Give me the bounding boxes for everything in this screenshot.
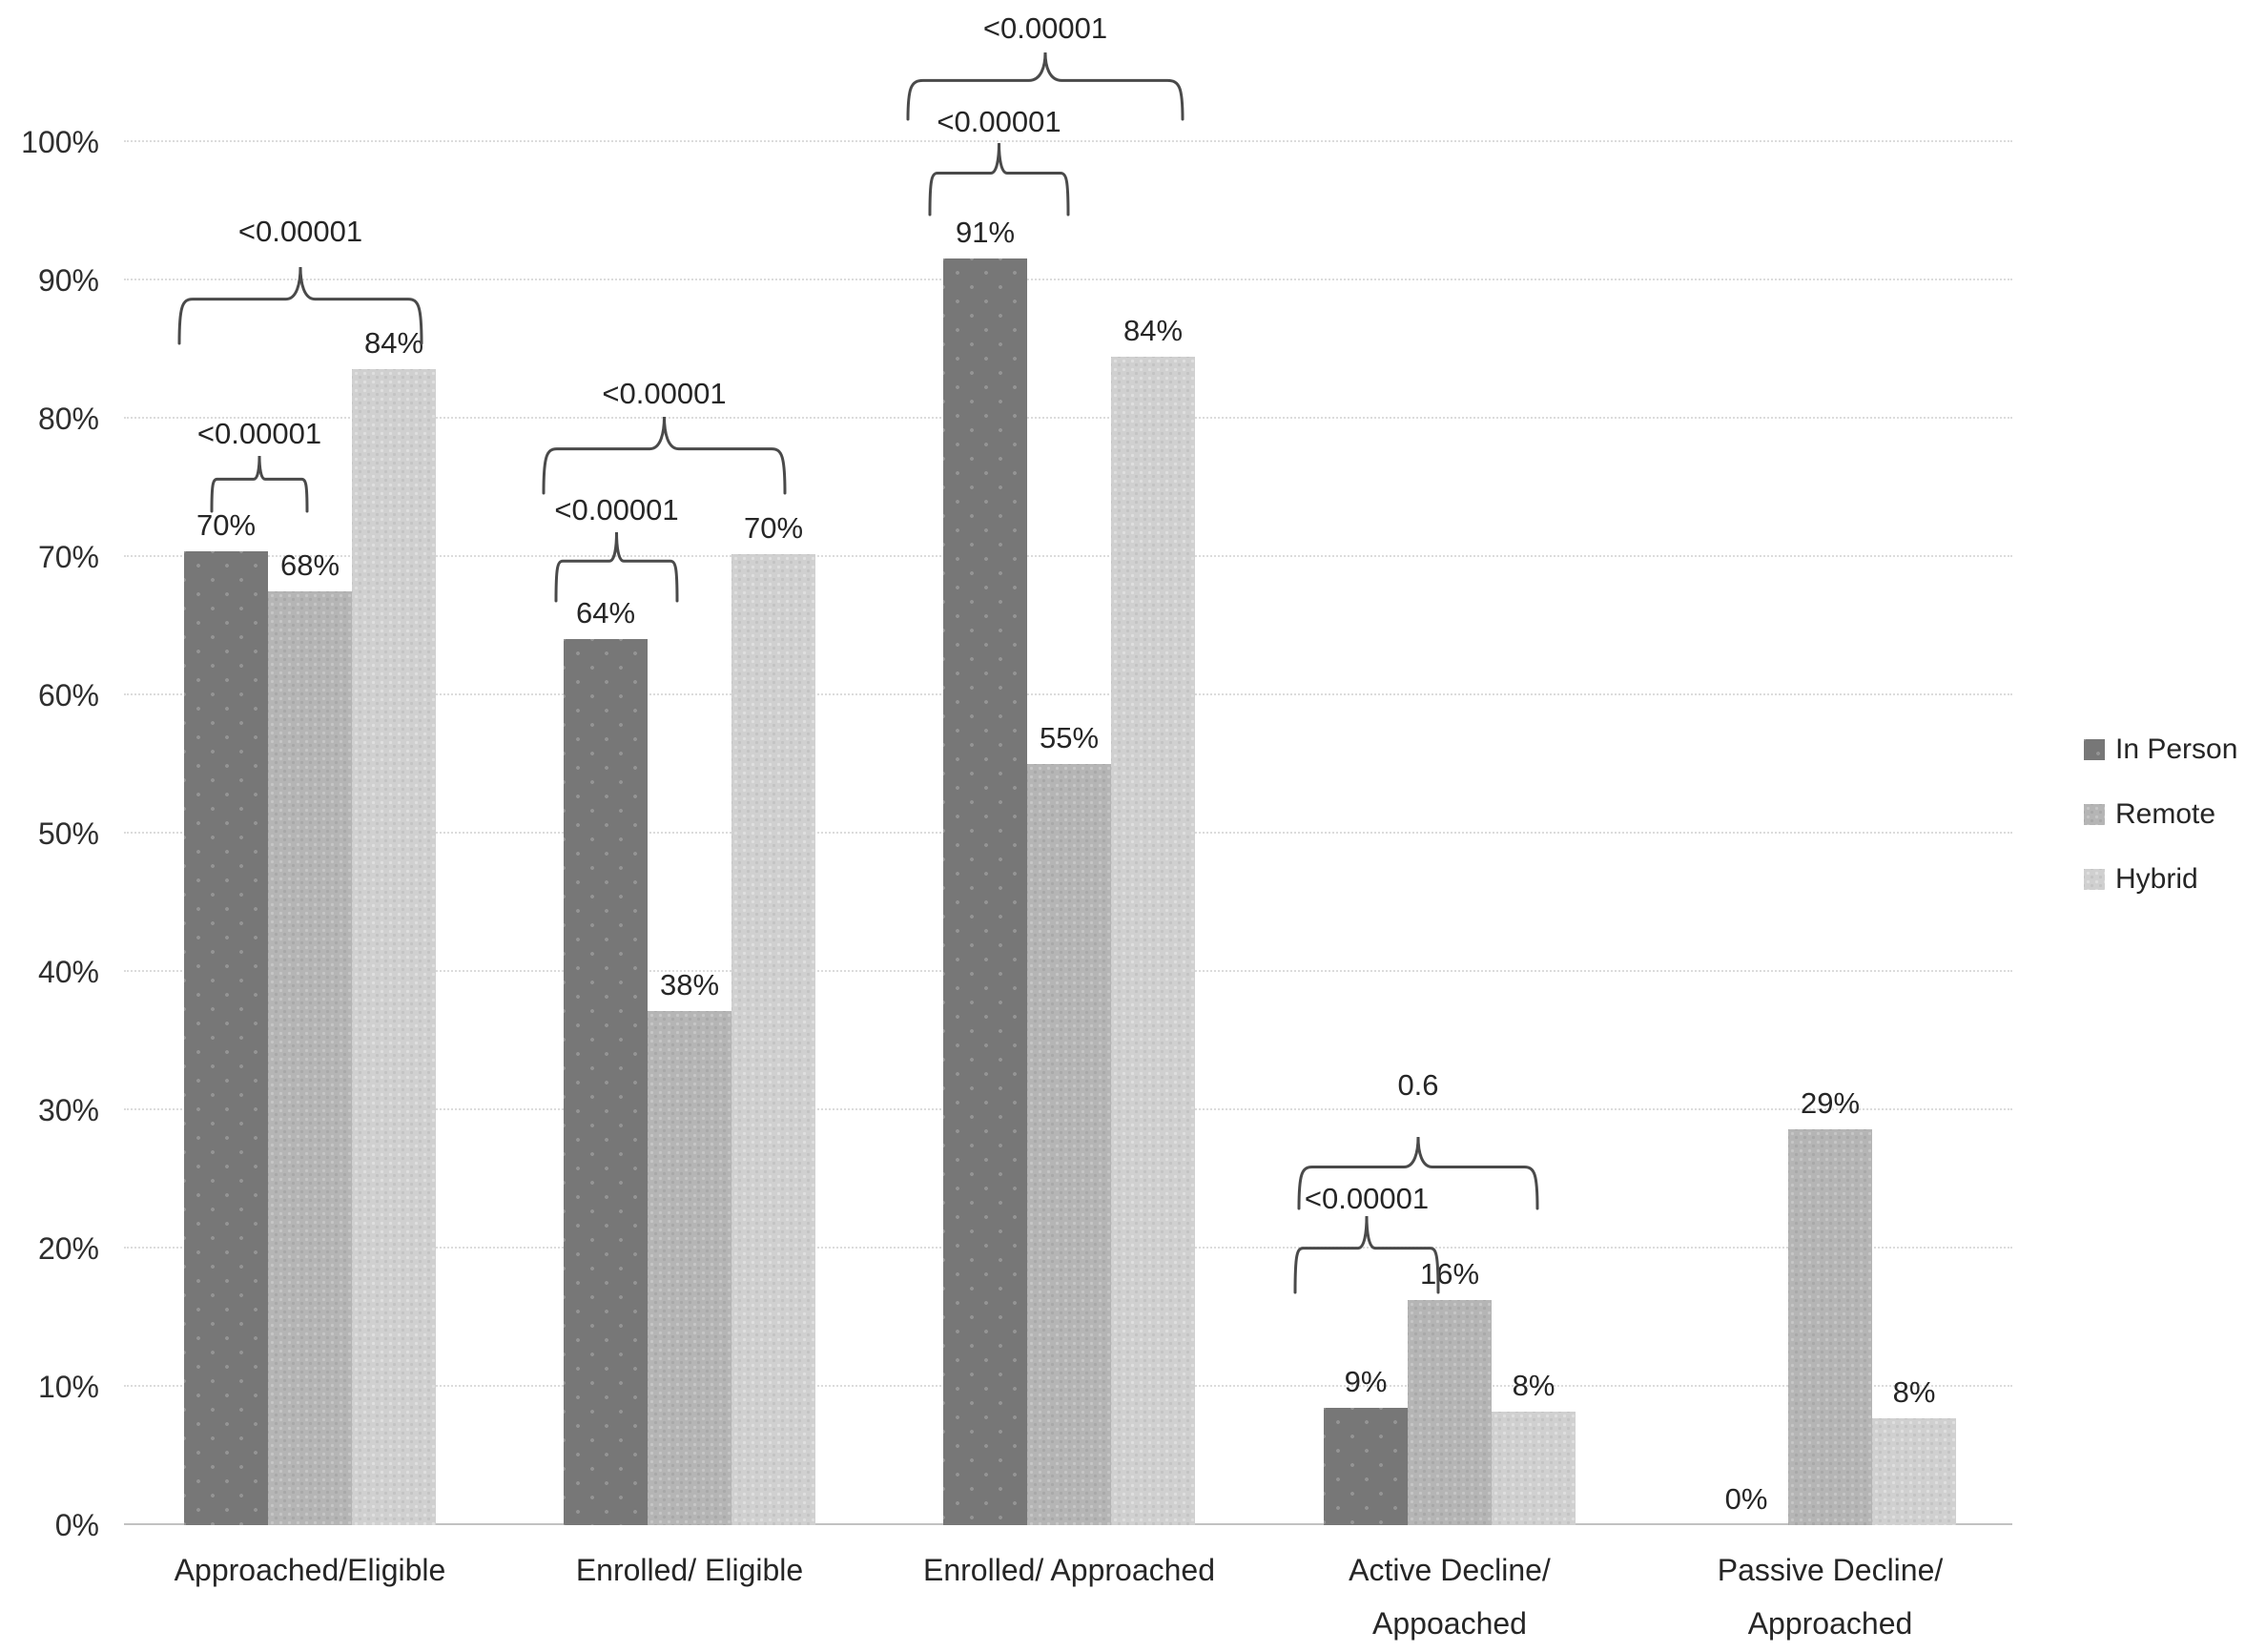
bar (731, 554, 815, 1525)
bar (352, 369, 436, 1525)
significance-brace (542, 416, 787, 495)
legend: In Person Remote Hybrid (2084, 733, 2238, 895)
bar-value-label: 55% (1039, 721, 1100, 754)
y-axis-tick-label: 30% (37, 1093, 99, 1127)
gridline (124, 417, 2012, 419)
significance-brace (210, 455, 309, 513)
bar-value-label: 16% (1419, 1257, 1480, 1291)
significance-brace (1297, 1136, 1539, 1210)
p-value-label: <0.00001 (237, 215, 363, 248)
bar (1788, 1129, 1872, 1525)
legend-item: In Person (2084, 733, 2238, 765)
y-axis-tick-label: 10% (37, 1370, 99, 1404)
legend-label: Hybrid (2115, 862, 2198, 895)
p-value-label: <0.00001 (602, 377, 727, 410)
y-axis-tick-label: 80% (37, 402, 99, 436)
p-value-label: <0.00001 (196, 417, 322, 450)
bar (268, 591, 352, 1525)
bar-value-label: 64% (575, 596, 636, 630)
y-axis-tick-label: 40% (37, 955, 99, 989)
bar-value-label: 70% (196, 508, 257, 542)
legend-item: Hybrid (2084, 862, 2237, 895)
p-value-label: <0.00001 (982, 11, 1108, 45)
significance-brace (554, 531, 679, 603)
bar (1324, 1408, 1408, 1525)
x-axis-category-label: Passive Decline/ Approached (1717, 1553, 1944, 1641)
bar (648, 1011, 731, 1525)
y-axis-tick-label: 90% (37, 263, 99, 298)
p-value-label: <0.00001 (937, 105, 1061, 138)
x-axis-category-label: Enrolled/ Eligible (575, 1553, 804, 1587)
bar-value-label: 8% (1512, 1369, 1555, 1402)
bar (943, 258, 1027, 1525)
gridline (124, 140, 2012, 142)
gridline (124, 693, 2012, 695)
x-axis-category-label: Enrolled/ Approached (923, 1553, 1215, 1587)
y-axis-tick-label: 60% (37, 678, 99, 712)
y-axis-tick-label: 0% (54, 1508, 99, 1542)
y-axis-tick-label: 100% (21, 125, 99, 159)
legend-swatch (2084, 738, 2105, 760)
legend-label: Remote (2115, 797, 2216, 830)
gridline (124, 555, 2012, 557)
y-axis-tick-label: 70% (37, 540, 99, 574)
bar (1872, 1418, 1956, 1525)
y-axis-tick-label: 50% (37, 816, 99, 851)
bar (1492, 1412, 1576, 1525)
p-value-label: 0.6 (1397, 1068, 1439, 1102)
plot-area: 70% 64% 91% 9% 0% 68% 38% 55% 16% 29% 84% 70% 84% 8% 8… (124, 11, 2012, 1525)
bar-value-label: 70% (743, 511, 804, 545)
x-axis-category-label: Active Decline/ Appoached (1349, 1553, 1551, 1641)
bar (184, 551, 268, 1525)
significance-brace (906, 52, 1184, 121)
legend-item: Remote (2084, 797, 2237, 830)
significance-brace (928, 142, 1070, 217)
significance-brace (177, 266, 423, 345)
p-value-label: <0.00001 (554, 493, 679, 527)
gridline (124, 279, 2012, 280)
bar-value-label: 8% (1892, 1375, 1936, 1409)
bar-value-label: 84% (363, 326, 424, 360)
bar-value-label: 29% (1800, 1086, 1861, 1120)
y-axis-tick-label: 20% (37, 1231, 99, 1266)
significance-brace (1293, 1215, 1440, 1294)
bar (1111, 357, 1195, 1525)
bar (1408, 1300, 1492, 1525)
bar (1027, 764, 1111, 1525)
legend-swatch (2084, 803, 2105, 825)
bar-value-label: 9% (1344, 1365, 1388, 1398)
legend-label: In Person (2115, 733, 2238, 765)
legend-swatch (2084, 868, 2105, 890)
bar-value-label: 68% (279, 548, 340, 582)
bar-value-label: 38% (659, 968, 720, 1002)
bar-value-label: 84% (1123, 314, 1184, 347)
x-axis-category-label: Approached/Eligible (174, 1553, 446, 1587)
p-value-label: <0.00001 (1304, 1182, 1430, 1215)
bar-value-label: 0% (1724, 1482, 1768, 1516)
bar (564, 639, 648, 1525)
bar-value-label: 91% (955, 216, 1016, 249)
